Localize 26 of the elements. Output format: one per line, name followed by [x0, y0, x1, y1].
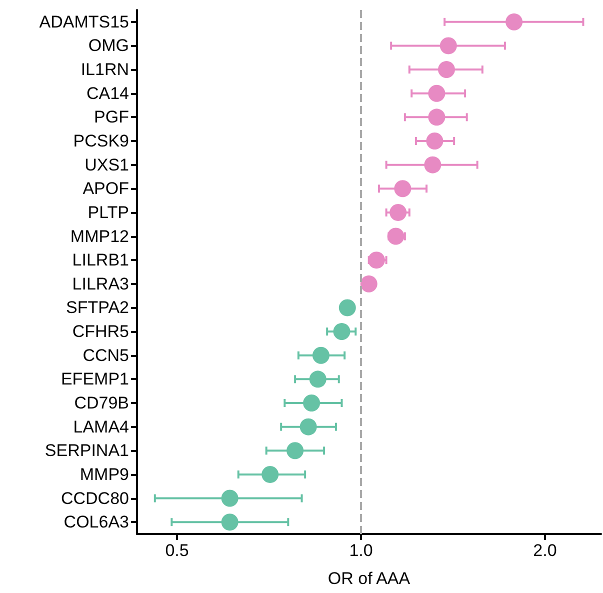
y-tick-label: CA14 [86, 84, 129, 103]
y-tick-label: ADAMTS15 [39, 12, 129, 32]
y-tick-label: PGF [94, 108, 129, 127]
y-tick-label: LAMA4 [73, 417, 129, 436]
y-tick-label: SERPINA1 [44, 441, 129, 460]
y-tick-label: MMP12 [70, 226, 129, 246]
x-tick-label: 1.0 [349, 541, 373, 560]
y-tick-label: EFEMP1 [60, 370, 129, 389]
y-tick-label: CCN5 [82, 346, 129, 365]
y-tick-label: APOF [82, 179, 129, 198]
y-tick-label: LILRA3 [72, 274, 129, 294]
y-tick-label: COL6A3 [64, 512, 129, 532]
y-tick-label: CCDC80 [60, 488, 129, 508]
x-tick-label: 2.0 [533, 541, 557, 560]
y-tick-label: PCSK9 [73, 132, 129, 150]
y-tick-label: IL1RN [80, 60, 129, 80]
y-tick-label: OMG [88, 36, 129, 56]
y-tick-label: MMP9 [80, 464, 129, 484]
y-tick-label: UXS1 [84, 155, 129, 174]
y-tick-label: SFTPA2 [66, 298, 129, 318]
y-tick-label: PLTP [88, 202, 129, 222]
x-axis-title: OR of AAA [328, 569, 411, 588]
x-tick-label: 0.5 [165, 541, 189, 560]
y-tick-label: LILRB1 [72, 250, 129, 270]
y-tick-label: CD79B [74, 394, 129, 412]
y-tick-label: CFHR5 [72, 322, 129, 342]
